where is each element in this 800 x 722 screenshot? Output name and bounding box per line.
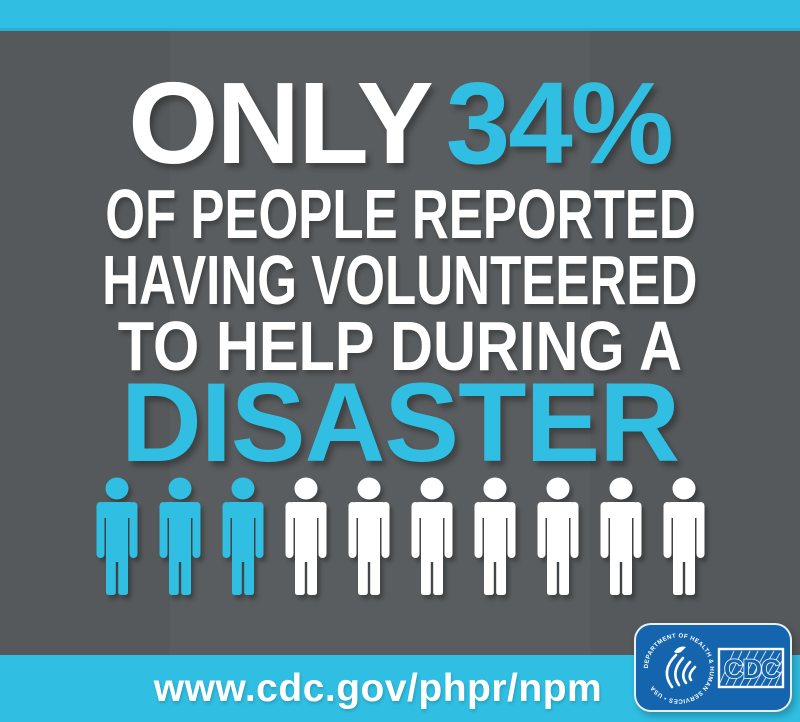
person-icon (663, 477, 704, 595)
person-icon (537, 477, 578, 595)
person-icon (159, 477, 200, 595)
person-icon (600, 477, 641, 595)
headline-line2: OF PEOPLE REPORTED (104, 175, 696, 253)
headline-line1: ONLY 34% (128, 65, 674, 181)
headline-line3: HAVING VOLUNTEERED (102, 241, 698, 319)
top-accent-bar (0, 0, 800, 31)
person-icon (96, 477, 137, 595)
cdc-box-border (717, 647, 785, 689)
person-icon (348, 477, 389, 595)
person-icon (411, 477, 452, 595)
cdc-letters: CDC (724, 654, 780, 684)
headline-disaster: DISASTER (120, 360, 680, 485)
person-icon (222, 477, 263, 595)
cdc-wordmark: CDC (717, 647, 785, 689)
hhs-eagle-head (674, 646, 686, 653)
hhs-eagle-icon (665, 653, 697, 689)
person-icon (285, 477, 326, 595)
cdc-hhs-logo-graphic: DEPARTMENT OF HEALTH & HUMAN SERVICES • … (643, 632, 785, 705)
people-row (91, 477, 710, 595)
cdc-logo: DEPARTMENT OF HEALTH & HUMAN SERVICES • … (634, 623, 792, 712)
headline-line4: TO HELP DURING A (117, 307, 683, 385)
headline-block: ONLY 34% OF PEOPLE REPORTED HAVING VOLUNT… (0, 31, 800, 595)
headline-only: ONLY (128, 58, 434, 188)
cdc-hatch-lines (719, 650, 783, 687)
footer-url: www.cdc.gov/phpr/npm (153, 666, 603, 710)
headline-percent: 34% (445, 58, 674, 188)
hhs-seal: DEPARTMENT OF HEALTH & HUMAN SERVICES • … (643, 632, 715, 704)
person-icon (474, 477, 515, 595)
hhs-seal-text: DEPARTMENT OF HEALTH & HUMAN SERVICES • … (643, 632, 715, 704)
